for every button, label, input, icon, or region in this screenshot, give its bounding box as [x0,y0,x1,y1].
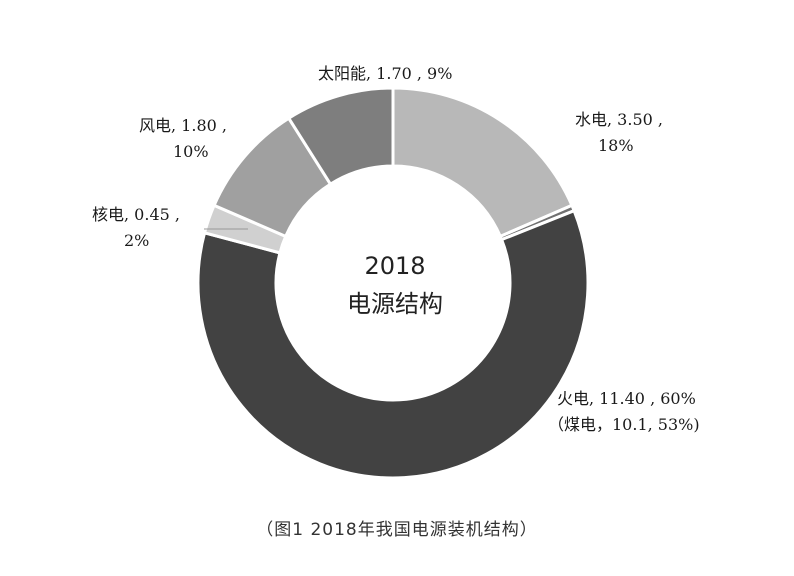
label-thermal-line2: （煤电，10.1, 53%) [548,415,700,434]
label-wind-line2: 10% [173,142,209,161]
label-solar: 太阳能, 1.70 , 9% [318,64,453,83]
label-wind-line1: 风电, 1.80 , [139,116,227,135]
label-nuclear-line2: 2% [124,231,150,250]
label-nuclear-line1: 核电, 0.45 , [92,205,180,224]
donut-chart [196,86,590,480]
slice-2 [196,208,590,480]
donut-slices [196,86,590,480]
slice-0 [391,86,574,239]
center-title: 电源结构 [347,290,443,318]
label-thermal-line1: 火电, 11.40 , 60% [557,389,696,408]
figure-caption: （图1 2018年我国电源装机结构） [256,520,538,540]
label-hydro-line1: 水电, 3.50 , [575,110,663,129]
slice-5 [286,86,395,187]
label-hydro-line2: 18% [598,136,634,155]
center-year: 2018 [364,252,426,280]
